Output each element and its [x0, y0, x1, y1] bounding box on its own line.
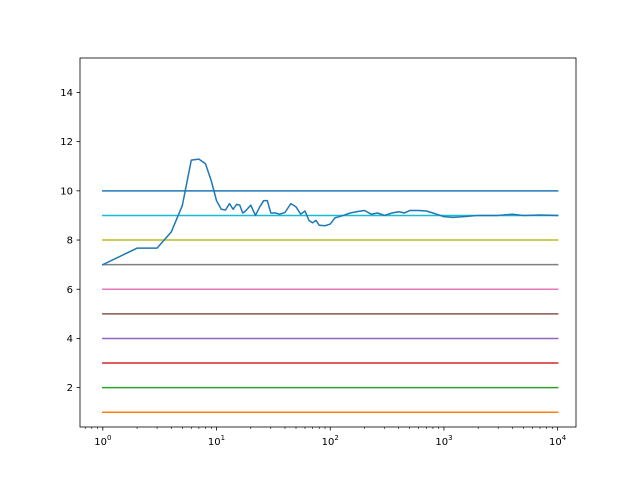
x-tick-label: 104: [549, 434, 567, 448]
y-tick-label: 8: [67, 236, 73, 247]
y-tick-label: 6: [67, 285, 73, 296]
y-tick-label: 4: [67, 334, 73, 345]
series-layer: [101, 158, 559, 413]
y-tick-label: 10: [60, 186, 73, 197]
plot-frame: [79, 57, 577, 428]
y-tick-label: 2: [67, 383, 73, 394]
x-tick-label: 102: [322, 434, 339, 448]
y-tick-label: 12: [60, 137, 73, 148]
y-tick-label: 14: [60, 88, 73, 99]
axes-layer: 100 101 102 103 104 2 4 6 8 10 12 14: [60, 57, 577, 448]
series-line-11: [101, 158, 559, 266]
x-tick-label: 101: [208, 434, 225, 448]
x-tick-label: 103: [435, 434, 452, 448]
x-tick-label: 100: [94, 434, 111, 448]
